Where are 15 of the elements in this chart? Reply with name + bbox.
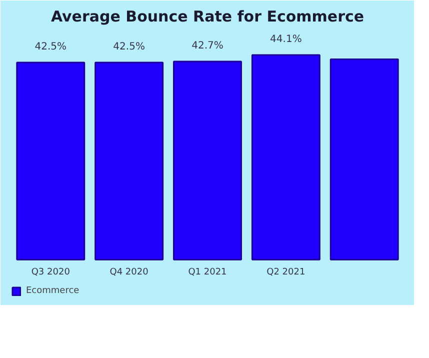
bar <box>94 62 164 260</box>
data-label: 44.1% <box>270 34 302 46</box>
data-label: 42.5% <box>113 41 145 52</box>
x-tick-label: Q1 2021 <box>188 268 227 278</box>
x-tick-label: Q2 2021 <box>266 268 306 278</box>
legend-label: Ecommerce <box>26 286 80 296</box>
data-label: 42.7% <box>192 40 224 52</box>
x-tick-label: Q3 2020 <box>31 268 70 278</box>
bar <box>330 58 399 260</box>
x-tick-label: Q4 2020 <box>110 268 149 278</box>
bar <box>16 62 86 260</box>
chart-title: Average Bounce Rate for Ecommerce <box>50 8 364 26</box>
bar <box>173 60 242 260</box>
bar <box>251 54 320 260</box>
data-label: 42.5% <box>34 41 67 52</box>
